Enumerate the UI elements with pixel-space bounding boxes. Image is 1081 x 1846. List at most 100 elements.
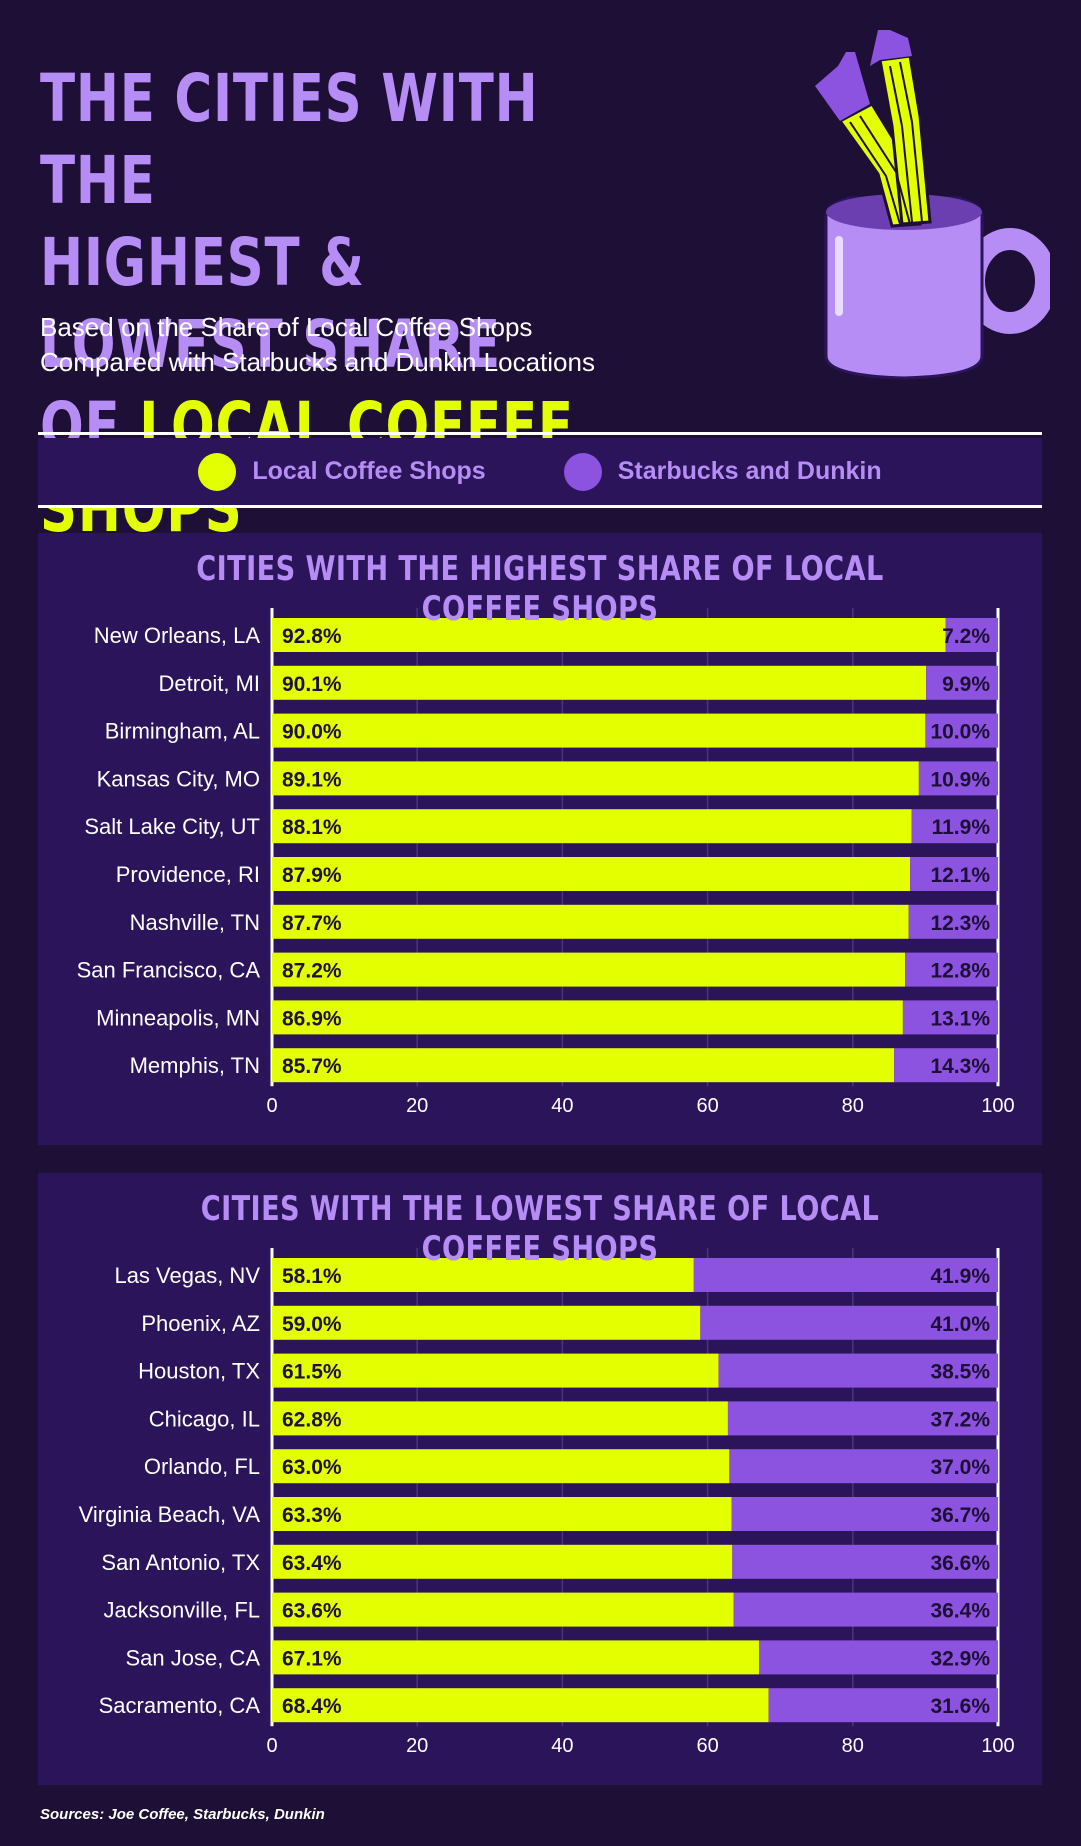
data-label-local: 62.8% xyxy=(282,1408,342,1431)
data-label-chain: 11.9% xyxy=(932,816,991,839)
x-tick-label: 80 xyxy=(842,1095,864,1117)
bar-local xyxy=(272,1048,895,1083)
category-label: Phoenix, AZ xyxy=(141,1311,260,1336)
x-tick-label: 100 xyxy=(981,1735,1014,1757)
category-label: San Jose, CA xyxy=(125,1645,260,1670)
data-label-local: 85.7% xyxy=(282,1055,342,1078)
chart-highest: 0 20 40 60 80 100 New Orleans, LA 92.8% 7.2% Detr… xyxy=(77,608,1015,1117)
x-tick-label: 20 xyxy=(406,1095,428,1117)
data-label-local: 92.8% xyxy=(282,625,342,648)
bar-chain xyxy=(910,857,998,891)
divider-top xyxy=(38,432,1042,435)
bar-chain xyxy=(926,665,998,700)
bar-local xyxy=(272,1592,734,1627)
category-label: Memphis, TN xyxy=(130,1053,260,1078)
bar-local xyxy=(272,1353,719,1388)
bar-local xyxy=(272,1401,728,1436)
bar-chain xyxy=(905,952,998,987)
data-label-local: 61.5% xyxy=(282,1361,342,1384)
data-label-local: 88.1% xyxy=(282,816,342,839)
bar-chain xyxy=(732,1544,998,1579)
data-label-local: 86.9% xyxy=(282,1007,342,1030)
category-label: Orlando, FL xyxy=(144,1454,260,1479)
x-tick-label: 40 xyxy=(551,1735,573,1757)
data-label-chain: 37.2% xyxy=(930,1408,990,1431)
bar-chain xyxy=(733,1592,998,1627)
category-label: Sacramento, CA xyxy=(99,1693,261,1718)
bar-chain xyxy=(729,1449,998,1484)
data-label-local: 58.1% xyxy=(282,1265,342,1288)
data-label-local: 90.0% xyxy=(282,721,342,744)
category-label: Chicago, IL xyxy=(149,1406,260,1431)
bar-chain xyxy=(700,1305,998,1340)
legend-swatch-local xyxy=(198,452,237,491)
data-label-chain: 36.4% xyxy=(930,1600,990,1623)
data-label-chain: 14.3% xyxy=(930,1055,990,1078)
data-label-local: 87.2% xyxy=(282,960,342,983)
bar-local xyxy=(272,952,906,987)
x-tick-label: 100 xyxy=(981,1095,1014,1117)
subtitle-line-1: Based on the Share of Local Coffee Shops xyxy=(40,312,533,342)
bar-local xyxy=(272,1640,760,1675)
data-label-chain: 41.9% xyxy=(930,1265,990,1288)
data-label-local: 87.9% xyxy=(282,864,342,887)
category-label: Birmingham, AL xyxy=(105,719,260,744)
x-tick-label: 20 xyxy=(406,1735,428,1757)
data-label-chain: 9.9% xyxy=(942,673,990,696)
bar-chain xyxy=(759,1640,998,1675)
category-label: Detroit, MI xyxy=(159,671,260,696)
category-label: Minneapolis, MN xyxy=(96,1005,260,1030)
data-label-local: 59.0% xyxy=(282,1313,342,1336)
bar-local xyxy=(272,809,912,844)
data-label-local: 63.0% xyxy=(282,1456,342,1479)
data-label-chain: 36.6% xyxy=(930,1552,990,1575)
data-label-local: 87.7% xyxy=(282,912,342,935)
chart-panel-lowest: 0 20 40 60 80 100 Las Vegas, NV 58.1% 41.9% Phoen… xyxy=(38,1173,1042,1785)
bar-local xyxy=(272,665,927,700)
data-label-chain: 31.6% xyxy=(930,1695,990,1718)
data-label-chain: 12.3% xyxy=(930,912,990,935)
data-label-local: 68.4% xyxy=(282,1695,342,1718)
data-label-chain: 32.9% xyxy=(930,1647,990,1670)
bar-chain xyxy=(693,1258,998,1292)
divider-bottom xyxy=(38,505,1042,508)
x-tick-label: 0 xyxy=(266,1095,277,1117)
data-label-chain: 12.1% xyxy=(930,864,990,887)
bar-chain xyxy=(908,904,998,939)
bar-chain xyxy=(925,713,998,748)
category-label: Las Vegas, NV xyxy=(114,1263,260,1288)
bar-chain xyxy=(718,1353,998,1388)
bar-chain xyxy=(727,1401,998,1436)
data-label-chain: 10.9% xyxy=(930,768,990,791)
category-label: San Antonio, TX xyxy=(101,1550,260,1575)
subtitle: Based on the Share of Local Coffee Shops… xyxy=(40,310,760,380)
bar-chain xyxy=(768,1688,998,1723)
data-label-local: 89.1% xyxy=(282,768,342,791)
sources-note: Sources: Joe Coffee, Starbucks, Dunkin xyxy=(40,1806,325,1823)
data-label-local: 63.6% xyxy=(282,1600,342,1623)
category-label: Kansas City, MO xyxy=(97,766,260,791)
bar-chain xyxy=(911,809,998,844)
category-label: Virginia Beach, VA xyxy=(79,1502,261,1527)
legend-item-chain: Starbucks and Dunkin xyxy=(563,452,882,491)
data-label-chain: 10.0% xyxy=(930,721,990,744)
chart-title-highest: CITIES WITH THE HIGHEST SHARE OF LOCAL C… xyxy=(196,549,884,629)
bar-chain xyxy=(902,1000,998,1035)
bar-local xyxy=(272,857,911,891)
data-label-chain: 41.0% xyxy=(930,1313,990,1336)
category-label: Houston, TX xyxy=(138,1359,260,1384)
bar-local xyxy=(272,618,946,652)
bar-chain xyxy=(731,1497,998,1531)
x-tick-label: 40 xyxy=(551,1095,573,1117)
legend-label-chain: Starbucks and Dunkin xyxy=(617,457,882,485)
bar-local xyxy=(272,1544,733,1579)
legend: Local Coffee Shops Starbucks and Dunkin xyxy=(38,438,1042,505)
data-label-local: 67.1% xyxy=(282,1647,342,1670)
subtitle-line-2: Compared with Starbucks and Dunkin Locat… xyxy=(40,347,595,377)
category-label: Providence, RI xyxy=(116,862,260,887)
chart-lowest: 0 20 40 60 80 100 Las Vegas, NV 58.1% 41.9% Phoen… xyxy=(79,1248,1015,1757)
chart-panel-highest: 0 20 40 60 80 100 New Orleans, LA 92.8% 7.2% Detr… xyxy=(38,533,1042,1145)
bar-local xyxy=(272,1000,903,1035)
data-label-local: 63.3% xyxy=(282,1504,342,1527)
title-line-1: THE CITIES WITH THE xyxy=(40,60,539,219)
